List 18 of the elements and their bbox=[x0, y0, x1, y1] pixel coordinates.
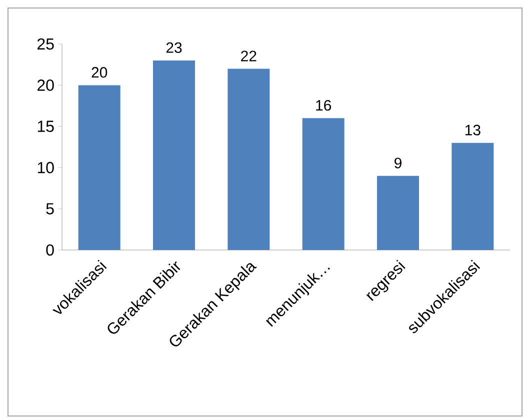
y-tick-label: 10 bbox=[38, 162, 54, 174]
bar bbox=[452, 142, 494, 250]
data-label: 9 bbox=[394, 158, 402, 168]
data-label: 20 bbox=[92, 67, 108, 78]
bar bbox=[228, 68, 270, 250]
bar bbox=[377, 176, 420, 250]
data-label: 16 bbox=[316, 100, 332, 111]
y-tick-label: 25 bbox=[38, 38, 54, 50]
data-label: 22 bbox=[241, 50, 256, 62]
y-tick-label: 5 bbox=[46, 203, 54, 214]
bar bbox=[153, 60, 196, 250]
y-tick-label: 20 bbox=[38, 80, 54, 91]
data-label: 23 bbox=[166, 42, 182, 53]
y-tick-label: 15 bbox=[38, 120, 54, 132]
bar bbox=[302, 118, 344, 250]
y-tick-label: 0 bbox=[46, 244, 54, 256]
data-label: 13 bbox=[465, 124, 480, 136]
bar bbox=[78, 85, 120, 250]
